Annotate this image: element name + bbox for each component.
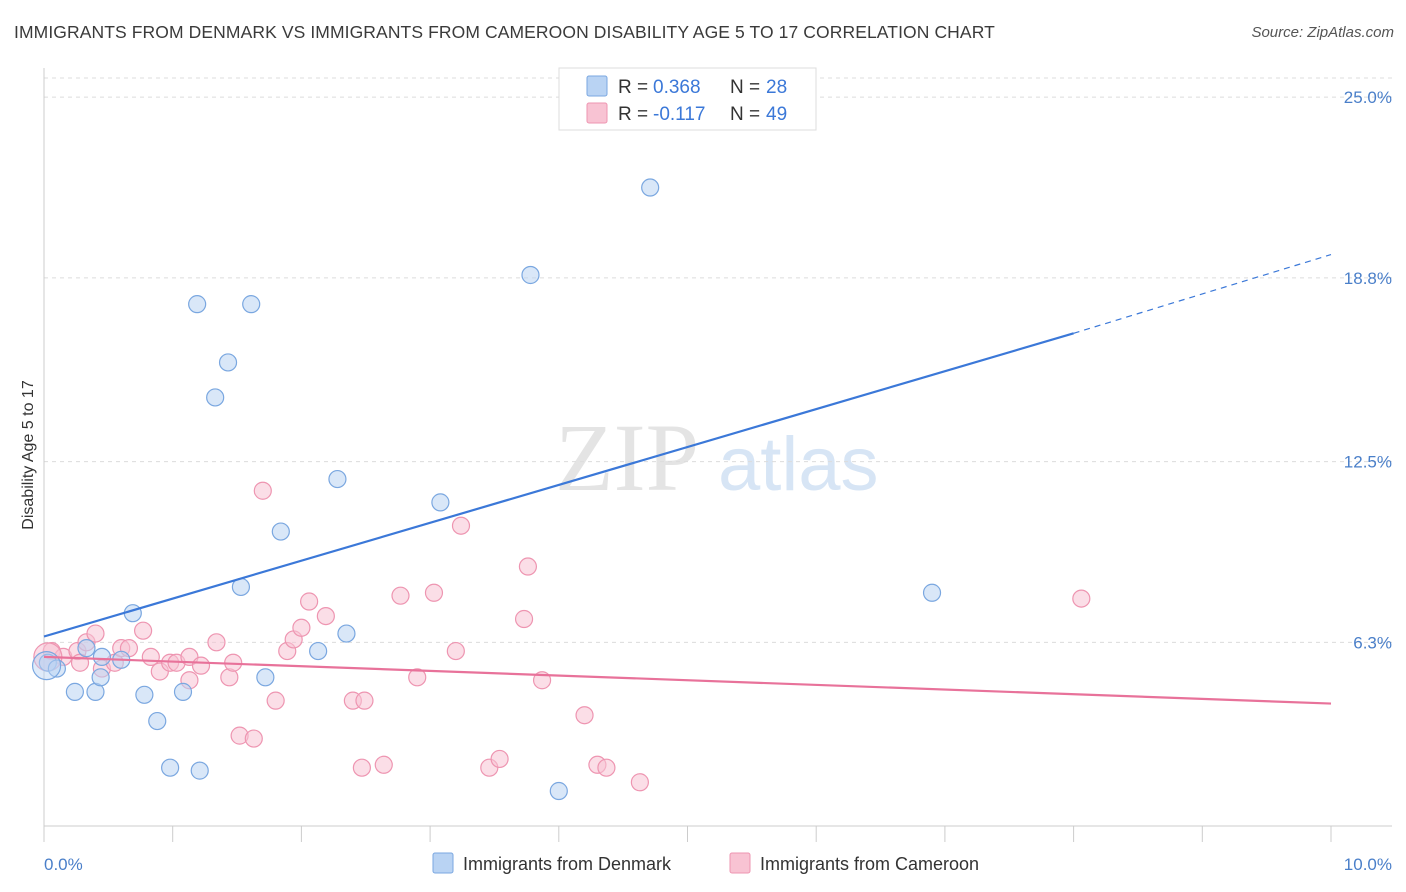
cameroon-point <box>514 609 534 629</box>
cameroon-point <box>355 691 374 710</box>
trend-line-denmark-extension <box>1073 254 1332 334</box>
denmark-point <box>641 178 660 197</box>
x-tick-label-min: 0.0% <box>44 855 83 874</box>
cameroon-point <box>316 606 335 626</box>
cameroon-point <box>352 758 371 777</box>
denmark-point <box>135 685 154 704</box>
series-cameroon-points <box>33 481 1091 792</box>
cameroon-point <box>597 758 616 777</box>
denmark-point <box>161 758 180 777</box>
denmark-point <box>328 469 347 489</box>
legend-n-label-cameroon: N = <box>730 104 760 125</box>
series-legend: Immigrants from Denmark Immigrants from … <box>432 852 979 874</box>
denmark-point <box>521 265 540 285</box>
denmark-point <box>549 781 568 801</box>
cameroon-point <box>300 592 319 611</box>
cameroon-point <box>518 557 538 576</box>
grid-lines <box>44 77 1392 643</box>
stats-legend: R = 0.368 N = 28 R = -0.117 N = 49 <box>558 67 817 131</box>
legend-n-denmark: 28 <box>766 77 787 98</box>
denmark-point <box>309 641 328 661</box>
cameroon-point <box>191 656 211 675</box>
denmark-point <box>431 493 450 512</box>
y-tick-label: 6.3% <box>1353 633 1392 652</box>
bottom-legend-swatch-denmark <box>432 852 454 874</box>
denmark-point <box>922 583 942 602</box>
legend-r-label-denmark: R = <box>618 77 648 98</box>
denmark-point <box>47 659 66 678</box>
bottom-legend-label-cameroon: Immigrants from Cameroon <box>760 854 979 874</box>
cameroon-point <box>451 516 471 535</box>
trend-line-denmark <box>43 332 1074 638</box>
denmark-point <box>188 295 207 314</box>
y-tick-label: 25.0% <box>1344 88 1392 107</box>
cameroon-point <box>141 647 160 667</box>
y-tick-label: 18.8% <box>1344 269 1392 288</box>
legend-n-cameroon: 49 <box>766 104 787 125</box>
cameroon-point <box>630 773 649 792</box>
x-tick-label-max: 10.0% <box>1344 855 1392 874</box>
denmark-point <box>77 639 96 658</box>
denmark-point <box>173 682 193 701</box>
denmark-point <box>92 647 112 667</box>
denmark-point <box>337 624 356 643</box>
cameroon-point <box>253 481 272 500</box>
y-axis-label: Disability Age 5 to 17 <box>20 380 37 530</box>
legend-r-cameroon: -0.117 <box>653 104 705 125</box>
cameroon-point <box>86 624 105 643</box>
x-tick-marks <box>43 826 1332 842</box>
legend-r-label-cameroon: R = <box>618 104 648 125</box>
watermark-atlas: atlas <box>718 422 879 507</box>
denmark-point <box>218 353 238 372</box>
legend-n-label-denmark: N = <box>730 77 760 98</box>
legend-r-denmark: 0.368 <box>653 77 701 98</box>
y-tick-labels: 6.3% 12.5% 18.8% 25.0% <box>1344 88 1392 652</box>
denmark-point <box>271 522 290 541</box>
cameroon-point <box>207 633 226 652</box>
cameroon-point <box>490 749 509 769</box>
cameroon-point <box>133 621 153 640</box>
source-label: Source: ZipAtlas.com <box>1251 24 1394 41</box>
y-tick-label: 12.5% <box>1344 453 1392 472</box>
denmark-point <box>190 761 209 780</box>
denmark-point <box>256 668 275 687</box>
cameroon-point <box>391 586 410 605</box>
denmark-point <box>148 711 167 731</box>
cameroon-point <box>446 641 465 661</box>
cameroon-point <box>292 618 311 637</box>
cameroon-point <box>1072 589 1091 608</box>
cameroon-point <box>575 706 594 725</box>
denmark-point <box>91 668 110 687</box>
bottom-legend-swatch-cameroon <box>729 852 751 874</box>
legend-swatch-cameroon <box>586 102 608 124</box>
trend-line-cameroon <box>43 655 1332 705</box>
cameroon-point <box>244 729 263 748</box>
cameroon-point <box>374 755 393 774</box>
bottom-legend-label-denmark: Immigrants from Denmark <box>463 854 672 874</box>
denmark-point <box>242 295 261 314</box>
trend-lines <box>43 254 1332 705</box>
x-tick-labels: 0.0% 10.0% <box>44 855 1392 874</box>
denmark-point <box>65 682 84 701</box>
cameroon-point <box>408 668 427 687</box>
denmark-point-cluster <box>31 651 62 681</box>
cameroon-point <box>424 583 444 602</box>
denmark-point <box>206 388 225 407</box>
cameroon-point <box>266 691 285 710</box>
watermark-zip: ZIP <box>555 404 699 511</box>
chart-title: IMMIGRANTS FROM DENMARK VS IMMIGRANTS FR… <box>14 22 995 42</box>
legend-swatch-denmark <box>586 75 608 97</box>
